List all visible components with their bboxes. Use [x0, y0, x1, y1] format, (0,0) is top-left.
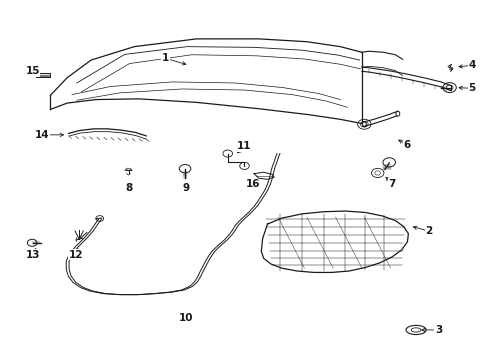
- Text: 15: 15: [25, 66, 40, 76]
- Text: 4: 4: [468, 60, 475, 70]
- Polygon shape: [36, 73, 50, 77]
- Text: 5: 5: [468, 83, 475, 93]
- Text: 6: 6: [403, 140, 410, 150]
- Text: 10: 10: [179, 313, 193, 323]
- Text: 13: 13: [25, 250, 40, 260]
- Text: 8: 8: [124, 183, 132, 193]
- Text: 2: 2: [425, 226, 432, 236]
- Text: 16: 16: [245, 179, 260, 189]
- Text: 11: 11: [237, 141, 251, 152]
- Text: 7: 7: [387, 179, 395, 189]
- Text: 3: 3: [434, 325, 441, 335]
- Text: 9: 9: [182, 183, 189, 193]
- Text: 14: 14: [35, 130, 49, 140]
- Text: 12: 12: [68, 250, 83, 260]
- Text: 1: 1: [162, 53, 169, 63]
